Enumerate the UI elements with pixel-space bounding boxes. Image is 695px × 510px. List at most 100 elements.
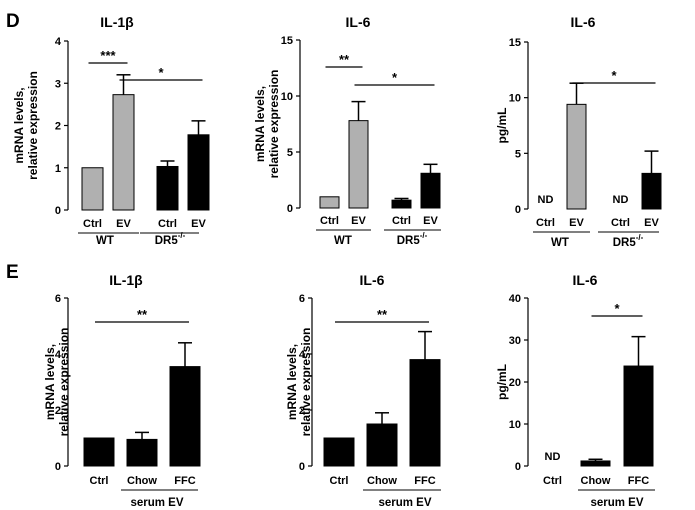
y-tick-label: 4 <box>299 349 306 361</box>
bar <box>187 134 210 211</box>
y-axis-label: pg/mL <box>495 364 509 400</box>
y-tick-label: 0 <box>515 461 521 473</box>
y-tick-label: 2 <box>55 121 61 133</box>
not-detected-label: ND <box>545 451 561 463</box>
category-label: EV <box>191 218 206 230</box>
group-label: WT <box>551 237 569 249</box>
y-tick-label: 10 <box>281 91 293 103</box>
bar <box>126 438 158 467</box>
y-tick-label: 10 <box>509 419 521 431</box>
group-label: WT <box>334 235 352 247</box>
chart-title: IL-6 <box>571 14 596 30</box>
panel-letter-d: D <box>6 11 20 32</box>
y-tick-label: 3 <box>55 78 61 90</box>
y-tick-label: 4 <box>55 36 62 48</box>
category-label: Chow <box>367 475 397 487</box>
bar <box>156 165 179 211</box>
category-label: Ctrl <box>392 215 411 227</box>
group-label: serum EV <box>130 497 183 509</box>
category-label: Ctrl <box>83 218 102 230</box>
chart-title: IL-6 <box>346 14 371 30</box>
group-label: WT <box>96 235 114 247</box>
category-label: EV <box>351 215 366 227</box>
chart-2: IL-6 mRNA levels,relative expression 0 5 10 1… <box>253 14 441 247</box>
category-label: FFC <box>414 475 435 487</box>
bar <box>623 365 654 467</box>
chart-title: IL-6 <box>573 272 598 288</box>
y-tick-label: 5 <box>287 147 293 159</box>
category-label: EV <box>569 217 584 229</box>
y-tick-label: 0 <box>55 205 61 217</box>
bar <box>366 423 398 467</box>
y-axis-label: mRNA levels,relative expression <box>253 70 281 179</box>
y-tick-label: 40 <box>509 293 521 305</box>
category-label: FFC <box>628 475 649 487</box>
y-tick-label: 6 <box>299 293 305 305</box>
category-label: Ctrl <box>330 475 349 487</box>
bar <box>348 120 369 209</box>
bar <box>420 172 441 209</box>
significance-marker: * <box>614 301 620 316</box>
category-label: EV <box>116 218 131 230</box>
bar <box>323 437 355 467</box>
chart-title: IL-6 <box>360 272 385 288</box>
y-tick-label: 5 <box>515 148 521 160</box>
bar <box>641 172 662 210</box>
group-label: serum EV <box>590 497 643 509</box>
chart-title: IL-1β <box>100 14 134 30</box>
group-label: DR5-/- <box>397 231 428 247</box>
group-label: DR5-/- <box>613 233 644 249</box>
significance-marker: ** <box>339 52 350 67</box>
chart-1: IL-1β mRNA levels,relative expression 0 1 2 3… <box>12 14 210 247</box>
significance-marker: *** <box>100 48 116 63</box>
not-detected-label: ND <box>613 194 629 206</box>
bar <box>83 437 115 467</box>
y-axis-label: mRNA levels,relative expression <box>12 71 40 180</box>
y-tick-label: 2 <box>55 405 61 417</box>
significance-marker: * <box>392 70 398 85</box>
group-label: serum EV <box>378 497 431 509</box>
significance-marker: * <box>158 65 164 80</box>
bar <box>391 199 412 209</box>
y-tick-label: 0 <box>55 461 61 473</box>
y-tick-label: 15 <box>509 37 521 49</box>
y-tick-label: 4 <box>55 349 62 361</box>
bar <box>409 359 441 467</box>
category-label: Chow <box>581 475 611 487</box>
bar <box>81 167 104 211</box>
chart-6: IL-6 pg/mL 0 10 20 30 40 Ctrl ND Chow FFC serum EV * <box>495 272 655 509</box>
category-label: Chow <box>127 475 157 487</box>
category-label: Ctrl <box>611 217 630 229</box>
y-tick-label: 0 <box>299 461 305 473</box>
panel-letter-e: E <box>6 262 19 283</box>
y-tick-label: 10 <box>509 93 521 105</box>
y-tick-label: 0 <box>515 204 521 216</box>
bar <box>580 460 611 467</box>
significance-marker: * <box>611 68 617 83</box>
y-axis-label: mRNA levels,relative expression <box>285 328 313 437</box>
y-tick-label: 30 <box>509 335 521 347</box>
category-label: EV <box>423 215 438 227</box>
y-tick-label: 2 <box>299 405 305 417</box>
bar <box>169 366 201 467</box>
group-label: DR5-/- <box>155 231 186 247</box>
category-label: EV <box>644 217 659 229</box>
category-label: Ctrl <box>90 475 109 487</box>
y-tick-label: 6 <box>55 293 61 305</box>
y-tick-label: 15 <box>281 35 293 47</box>
plots-container: IL-1β mRNA levels,relative expression 0 1 2 3… <box>12 14 662 509</box>
category-label: Ctrl <box>543 475 562 487</box>
category-label: Ctrl <box>536 217 555 229</box>
significance-marker: ** <box>377 307 388 322</box>
bar <box>112 94 135 211</box>
category-label: Ctrl <box>158 218 177 230</box>
category-label: FFC <box>174 475 195 487</box>
chart-title: IL-1β <box>109 272 143 288</box>
y-tick-label: 0 <box>287 203 293 215</box>
y-tick-label: 1 <box>55 163 61 175</box>
y-axis-label: pg/mL <box>495 108 509 144</box>
category-label: Ctrl <box>320 215 339 227</box>
chart-4: IL-1β mRNA levels,relative expression 0 2 4 6… <box>43 272 201 509</box>
